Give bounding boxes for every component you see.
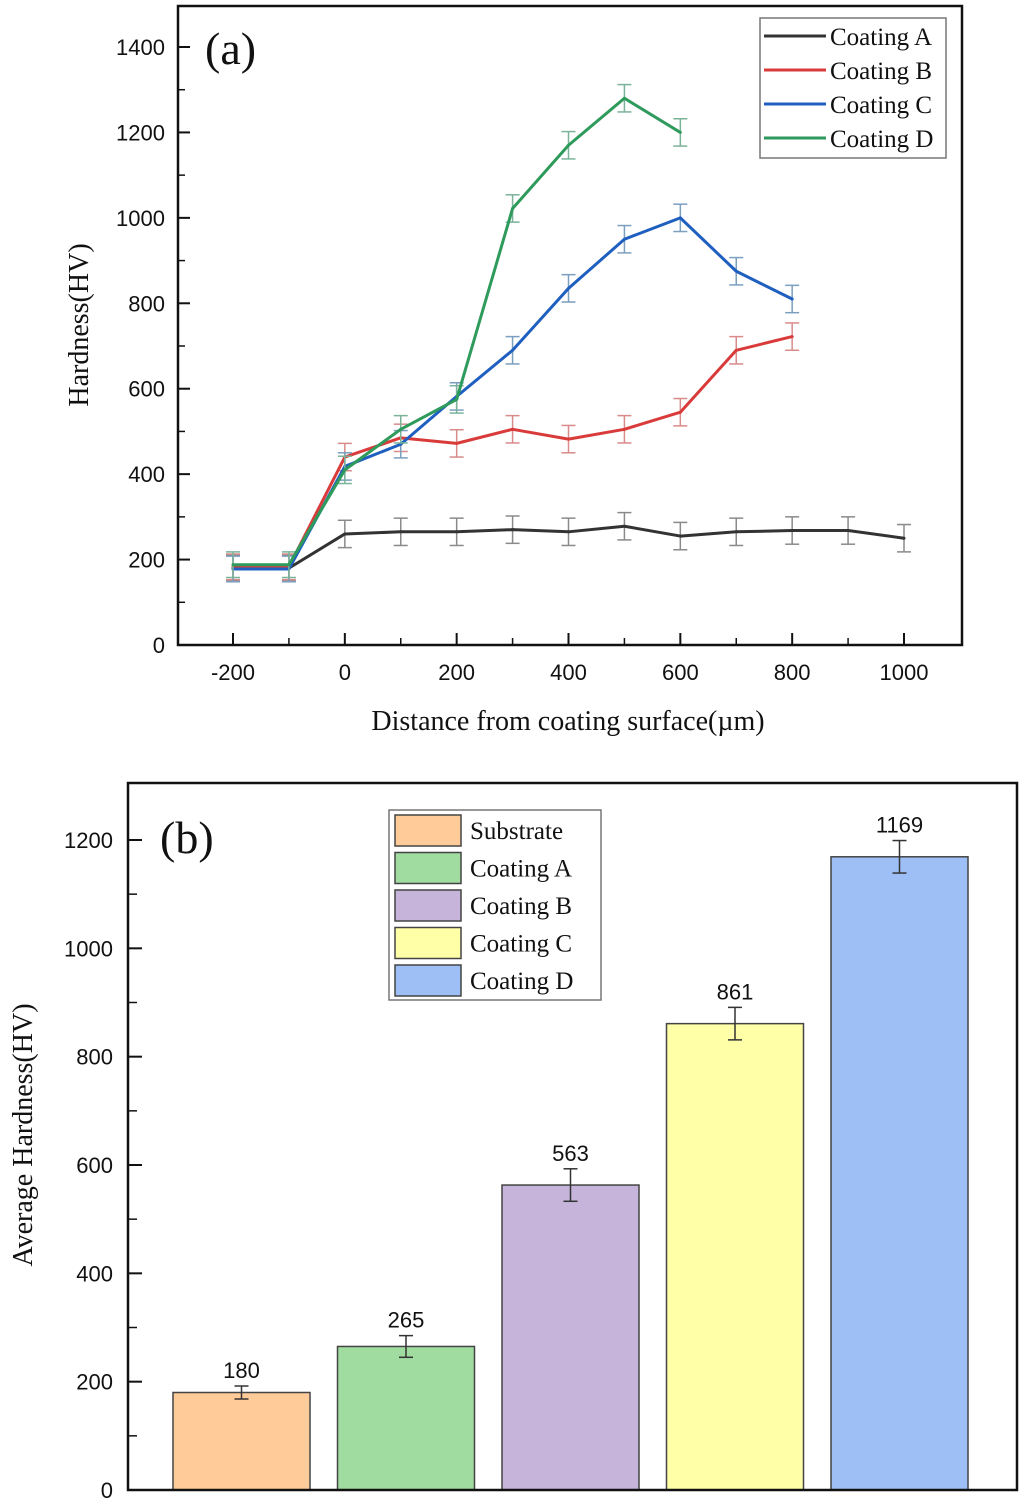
data-point-coating-a — [622, 524, 626, 528]
legend-label-coating-b: Coating B — [470, 893, 572, 920]
y-tick-label-a: 200 — [128, 548, 165, 573]
y-axis-title-a: Hardness(HV) — [64, 243, 95, 406]
y-tick-label-a: 600 — [128, 377, 165, 402]
data-point-coating-a — [734, 530, 738, 534]
data-point-coating-a — [567, 530, 570, 534]
data-point-coating-b — [790, 335, 794, 339]
x-tick-label-a: 0 — [339, 660, 351, 685]
plot-frame-b — [126, 781, 1019, 1492]
x-axis-title-a: Distance from coating surface(µm) — [371, 706, 764, 737]
data-point-coating-d — [287, 563, 291, 567]
bar-coating-c — [665, 1022, 805, 1491]
x-tick-label-a: -200 — [211, 660, 255, 685]
x-tick-label-a: 800 — [774, 660, 811, 685]
legend-label-coating-c: Coating C — [830, 92, 932, 119]
data-point-coating-a — [846, 529, 850, 533]
data-point-coating-d — [567, 143, 570, 147]
legend-label-coating-c: Coating C — [470, 931, 572, 958]
y-tick-label-b: 1200 — [64, 828, 113, 853]
bar-value-label-coating-b: 563 — [552, 1141, 589, 1166]
legend-a: Coating A Coating B Coating C Coating D — [759, 17, 947, 159]
legend-label-substrate: Substrate — [470, 818, 563, 845]
data-point-coating-b — [567, 437, 570, 441]
data-point-coating-a — [902, 536, 906, 540]
data-point-coating-a — [678, 534, 682, 538]
data-point-coating-b — [622, 427, 626, 431]
bar-value-label-coating-d: 1169 — [876, 813, 923, 838]
bar-coating-a — [336, 1345, 476, 1491]
y-axis-b: 0 200 400 600 800 1000 1200 — [64, 828, 142, 1503]
line-chart-panel-a: 0 200 400 600 800 1000 1200 1400 -200 0 200 400 600… — [64, 4, 964, 737]
y-tick-label-b: 0 — [101, 1478, 113, 1503]
data-point-coating-c — [678, 216, 682, 220]
bar-coating-b — [501, 1184, 640, 1491]
data-point-coating-c — [734, 269, 738, 273]
plot-frame-a — [176, 4, 964, 647]
bar-coating-d — [830, 856, 969, 1491]
panel-label-a: (a) — [205, 23, 256, 74]
y-tick-label-b: 1000 — [64, 936, 113, 961]
legend-label-coating-a: Coating A — [470, 856, 572, 883]
legend-b: Substrate Coating A Coating B Coating C Coat… — [388, 809, 602, 1001]
panel-label-b: (b) — [160, 812, 214, 863]
data-point-coating-d — [678, 130, 682, 134]
y-tick-label-a: 1200 — [116, 120, 165, 145]
legend-swatch-substrate — [394, 814, 462, 847]
legend-swatch-coating-c — [394, 926, 462, 960]
x-axis-a: -200 0 200 400 600 800 1000 — [211, 633, 929, 685]
y-tick-label-b: 400 — [76, 1261, 113, 1286]
legend-label-coating-d: Coating D — [830, 126, 933, 153]
data-point-coating-d — [399, 427, 403, 431]
legend-swatch-coating-b — [394, 889, 462, 922]
bar-chart-panel-b: 180 265 563 861 1169 0 200 400 600 800 1000 1200 (… — [8, 781, 1019, 1503]
data-point-coating-a — [399, 530, 403, 534]
y-tick-label-a: 1000 — [116, 206, 165, 231]
x-tick-label-a: 200 — [438, 660, 475, 685]
data-point-coating-c — [622, 237, 626, 241]
data-point-coating-a — [790, 529, 794, 533]
y-axis-title-b: Average Hardness(HV) — [8, 1003, 39, 1266]
data-point-coating-d — [231, 563, 235, 567]
legend-label-coating-a: Coating A — [830, 24, 932, 51]
bar-value-label-coating-a: 265 — [388, 1308, 425, 1333]
bars-group-b: 180 265 563 861 1169 — [172, 813, 969, 1491]
y-axis-a: 0 200 400 600 800 1000 1200 1400 — [116, 35, 190, 658]
data-point-coating-c — [511, 348, 515, 352]
series-line-coating-d — [233, 96, 682, 567]
data-point-coating-d — [622, 96, 626, 100]
data-point-coating-a — [455, 530, 459, 534]
data-point-coating-b — [511, 427, 515, 431]
legend-label-coating-b: Coating B — [830, 58, 932, 85]
y-tick-label-a: 0 — [153, 633, 165, 658]
y-tick-label-b: 800 — [76, 1045, 113, 1070]
legend-label-coating-d: Coating D — [470, 968, 573, 995]
data-point-coating-a — [343, 532, 347, 536]
data-point-coating-d — [511, 206, 515, 210]
y-tick-label-a: 400 — [128, 462, 165, 487]
bar-substrate — [172, 1391, 311, 1491]
y-tick-label-a: 800 — [128, 291, 165, 316]
data-point-coating-d — [343, 468, 347, 472]
data-point-coating-b — [734, 348, 738, 352]
series-group-a — [226, 83, 911, 583]
data-point-coating-d — [455, 397, 459, 401]
x-tick-label-a: 400 — [550, 660, 587, 685]
bar-value-label-substrate: 180 — [223, 1358, 260, 1383]
legend-swatch-coating-a — [394, 851, 462, 885]
data-point-coating-c — [567, 286, 570, 290]
y-tick-label-b: 200 — [76, 1370, 113, 1395]
data-point-coating-a — [511, 528, 515, 532]
x-tick-label-a: 1000 — [880, 660, 929, 685]
data-point-coating-b — [455, 441, 459, 445]
legend-box-a — [759, 17, 947, 159]
legend-swatch-coating-d — [394, 964, 462, 997]
y-tick-label-a: 1400 — [116, 35, 165, 60]
data-point-coating-c — [790, 297, 794, 301]
data-point-coating-b — [678, 410, 682, 414]
x-tick-label-a: 600 — [662, 660, 699, 685]
y-tick-label-b: 600 — [76, 1153, 113, 1178]
bar-value-label-coating-c: 861 — [717, 979, 754, 1004]
